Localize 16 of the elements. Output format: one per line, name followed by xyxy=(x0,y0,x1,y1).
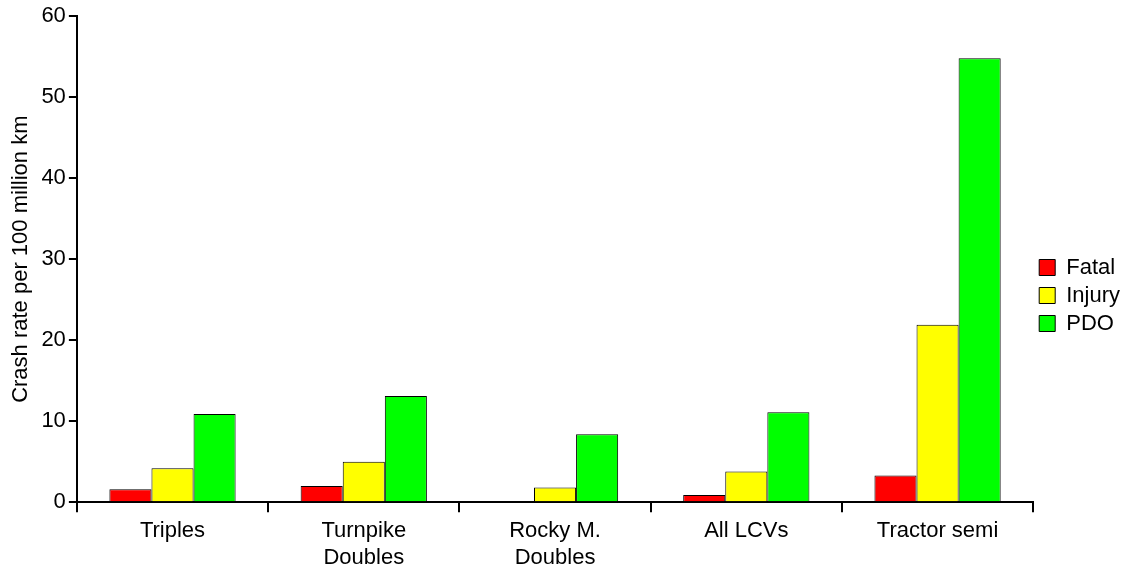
legend-label: Fatal xyxy=(1066,253,1116,279)
y-tick-label: 20 xyxy=(41,326,66,352)
y-tick-label: 50 xyxy=(41,83,66,109)
y-axis-title: Crash rate per 100 million km xyxy=(7,115,33,403)
y-tick-label: 60 xyxy=(41,2,66,28)
x-tick-label: All LCVs xyxy=(704,517,789,543)
y-tick-label: 30 xyxy=(41,245,66,271)
y-tick-label: 10 xyxy=(41,407,66,433)
x-tick-label: Rocky M. Doubles xyxy=(509,517,601,569)
legend-label: PDO xyxy=(1066,309,1114,335)
legend-label: Injury xyxy=(1066,281,1120,307)
x-tick-label: Triples xyxy=(139,517,206,543)
x-tick-label: Turnpike Doubles xyxy=(321,517,407,569)
y-tick-label: 0 xyxy=(53,488,66,514)
y-tick-label: 40 xyxy=(41,164,66,190)
x-tick-label: Tractor semi xyxy=(876,517,999,543)
